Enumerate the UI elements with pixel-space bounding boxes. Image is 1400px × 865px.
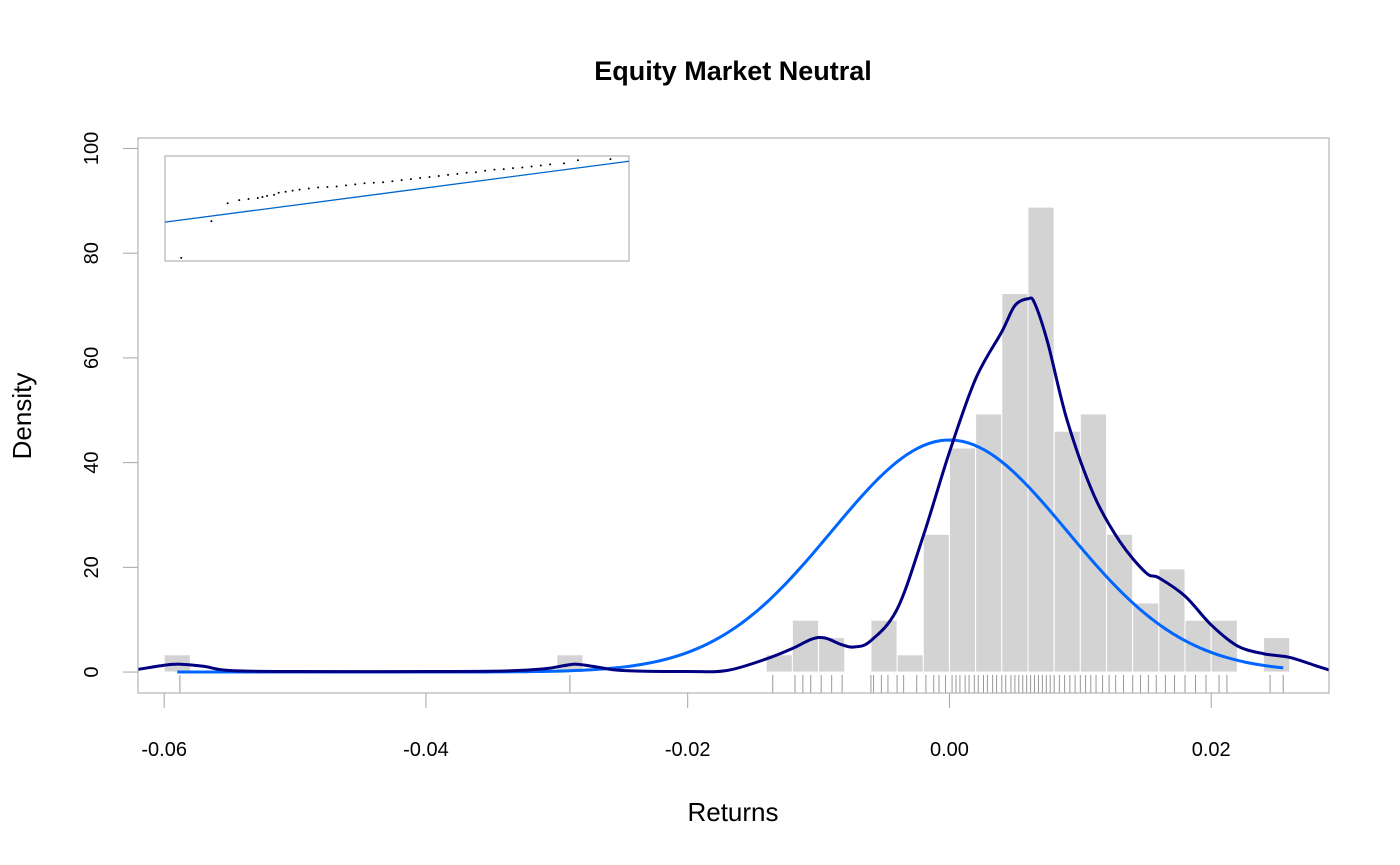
x-tick-label: 0.02 [1192, 739, 1231, 761]
x-axis: -0.06 -0.04 -0.02 0.00 0.02 [141, 692, 1231, 761]
rug-marks [179, 675, 1284, 693]
qq-point [447, 173, 450, 176]
qq-point [266, 194, 269, 197]
histogram-bar [1079, 413, 1108, 673]
qq-inset-frame [164, 155, 630, 262]
histogram-bar [1132, 602, 1160, 673]
qq-point [576, 159, 579, 162]
qq-point [326, 185, 329, 188]
qq-point [354, 183, 357, 186]
qq-point [317, 186, 320, 189]
qq-point [428, 176, 431, 178]
histogram-bar [896, 654, 924, 673]
histogram-bar [1106, 533, 1134, 673]
qq-point [335, 185, 338, 188]
qq-point [298, 188, 301, 191]
kernel-density-curve [137, 296, 1330, 674]
qq-point [210, 220, 213, 223]
qq-point [609, 158, 612, 161]
qq-point [372, 181, 375, 184]
y-tick-label: 60 [81, 347, 103, 369]
x-tick-label: -0.06 [141, 739, 187, 761]
qq-point [502, 168, 505, 171]
histogram-bar [1053, 430, 1081, 673]
qq-point [247, 198, 250, 201]
qq-point [238, 199, 241, 202]
qq-point [273, 193, 276, 196]
y-tick-label: 40 [81, 451, 103, 473]
y-tick-label: 0 [81, 666, 103, 677]
qq-point [530, 165, 533, 168]
qq-point [512, 167, 514, 170]
qq-reference-line [164, 160, 630, 223]
y-axis-label: Density [7, 373, 37, 460]
qq-point [409, 178, 412, 181]
qq-point [363, 182, 366, 185]
y-tick-label: 20 [81, 556, 103, 578]
y-tick-label: 100 [81, 132, 103, 165]
histogram-bars [163, 206, 1291, 673]
qq-point [539, 164, 542, 167]
histogram-bar [948, 447, 977, 673]
x-tick-label: -0.04 [403, 739, 449, 761]
qq-point [437, 174, 440, 177]
qq-point [261, 195, 264, 198]
y-axis: 0 20 40 60 80 100 [81, 132, 139, 678]
chart-title: Equity Market Neutral [594, 56, 872, 86]
qq-point [484, 169, 487, 172]
x-tick-label: -0.02 [665, 739, 711, 761]
qq-inset [164, 155, 630, 262]
histogram-bar [818, 637, 846, 673]
qq-point [563, 162, 566, 165]
x-tick-label: 0.00 [930, 739, 969, 761]
qq-point [391, 180, 394, 183]
qq-point [400, 179, 403, 182]
qq-point [382, 181, 385, 184]
y-tick-label: 80 [81, 242, 103, 264]
histogram-bar [922, 533, 950, 673]
qq-point [344, 184, 347, 187]
qq-point [419, 177, 422, 180]
qq-point [465, 171, 468, 174]
histogram-bar [1027, 206, 1055, 673]
qq-points [180, 158, 612, 259]
qq-point [456, 172, 459, 175]
x-axis-label: Returns [687, 797, 778, 827]
qq-point [474, 171, 477, 174]
qq-point [291, 189, 294, 192]
qq-point [307, 187, 310, 190]
qq-point [521, 166, 524, 169]
qq-point [493, 168, 496, 171]
qq-point [549, 163, 552, 166]
qq-point [284, 190, 287, 193]
qq-point [226, 202, 229, 205]
qq-point [256, 197, 259, 199]
qq-point [277, 191, 280, 194]
qq-point [180, 256, 183, 259]
